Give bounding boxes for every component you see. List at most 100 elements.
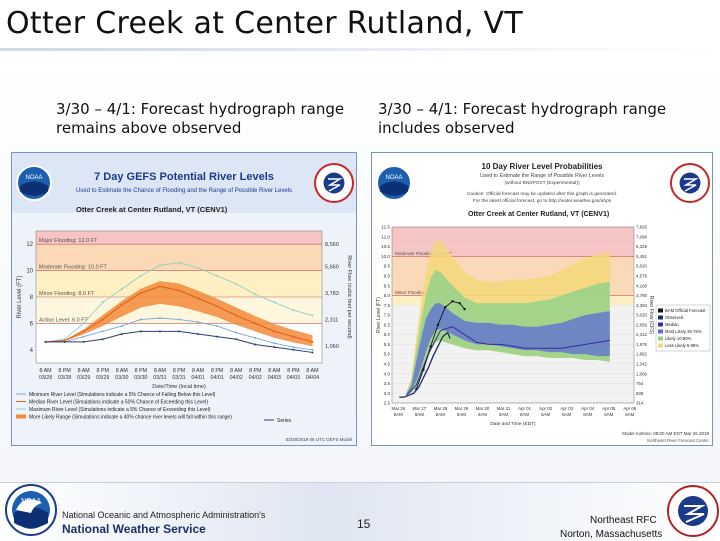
gefs-chart: NOAA 7 Day GEFS Potential River Levels Use… — [12, 153, 356, 442]
x-tick-label: 8 AM — [154, 368, 166, 374]
min-series-point — [235, 331, 238, 334]
x-tick-label: 8AM — [583, 412, 592, 417]
observed-series-point — [235, 338, 238, 341]
x-tick-label: 03/28 — [39, 375, 52, 381]
y2-tick-label: 1,060 — [325, 344, 339, 350]
x-tick-label: 04/02 — [249, 375, 262, 381]
x-tick-label: 04/01 — [191, 375, 204, 381]
y2-tick-label: 2,311 — [325, 317, 338, 323]
title-divider — [0, 48, 720, 51]
y2-tick-label: 1,066 — [636, 371, 648, 376]
y-axis-label: River Level (FT) — [17, 275, 23, 318]
flood-label: Action Level: 6.0 FT — [39, 317, 89, 323]
y2-tick-label: 314 — [636, 401, 644, 406]
observed-series-point — [44, 340, 47, 343]
x-tick-label: 8 PM — [287, 368, 299, 374]
median-series-point — [292, 335, 295, 338]
y2-tick-label: 3,394 — [636, 303, 648, 308]
y-tick-label: 9.0 — [384, 273, 391, 278]
max-series-point — [120, 288, 123, 291]
x-tick-label: 8AM — [562, 412, 571, 417]
y-tick-label: 6 — [30, 321, 34, 327]
min-series-point — [292, 346, 295, 349]
y-tick-label: 10.5 — [381, 244, 390, 249]
max-series-point — [273, 301, 276, 304]
y2-tick-label: 509 — [636, 391, 644, 396]
chart-note: (without BNSPOST (Experimental)) — [504, 180, 579, 186]
x-tick-label: 8AM — [478, 412, 487, 417]
legend-box — [655, 304, 711, 352]
x-tick-label: Mar 28 — [434, 406, 448, 411]
chart-footnote: 03/28/2019 06 UTC GEFS Model — [286, 437, 352, 442]
x-tick-label: 8 PM — [97, 368, 109, 374]
y2-tick-label: 3,020 — [636, 313, 648, 318]
legend-swatch — [658, 336, 663, 341]
x-axis-label: Date/Time (local time) — [152, 384, 206, 390]
max-series-point — [158, 264, 161, 267]
max-series-point — [197, 266, 200, 269]
observed-series-point — [158, 330, 161, 333]
legend-entry: Maximum River Level (Simulations indicat… — [29, 407, 211, 413]
min-series-point — [139, 318, 142, 321]
x-tick-label: 04/01 — [211, 375, 224, 381]
max-series-point — [139, 274, 142, 277]
min-series-point — [120, 325, 123, 328]
y-tick-label: 4.5 — [384, 361, 391, 366]
x-tick-label: 8 AM — [268, 368, 280, 374]
probability-chart: NOAA 10 Day River Level Probabilities Used… — [372, 153, 712, 445]
y2-axis-label: River Flow (cubic feet per second) — [346, 255, 352, 339]
chart-subtitle: Used to Estimate the Chance of Flooding … — [76, 188, 292, 194]
x-tick-label: 03/30 — [134, 375, 147, 381]
x-tick-label: 8 PM — [135, 368, 147, 374]
legend-swatch — [658, 308, 663, 313]
y2-tick-label: 3,783 — [325, 291, 339, 297]
legend-entry: Likely 10-90% — [665, 336, 692, 341]
y-tick-label: 4.0 — [384, 371, 391, 376]
y-tick-label: 2.5 — [384, 401, 391, 406]
y2-tick-label: 5,660 — [325, 265, 339, 271]
min-series-point — [82, 335, 85, 338]
x-tick-label: 8AM — [457, 412, 466, 417]
observed-series-point — [292, 348, 295, 351]
median-series-point — [82, 330, 85, 333]
y2-tick-label: 1,342 — [636, 361, 648, 366]
max-series-point — [311, 314, 314, 317]
max-series-point — [216, 274, 219, 277]
max-series-point — [82, 322, 85, 325]
flood-zone — [36, 231, 322, 245]
chart-title: 10 Day River Level Probabilities — [482, 162, 603, 171]
x-tick-label: 8 AM — [192, 368, 204, 374]
x-tick-label: 8AM — [415, 412, 424, 417]
legend-entry: Observed — [665, 315, 684, 320]
x-tick-label: 8AM — [499, 412, 508, 417]
chart-footnote: Northeast River Forecast Center — [647, 438, 709, 443]
official-forecast-point — [451, 300, 454, 303]
x-tick-label: 8AM — [604, 412, 613, 417]
y-tick-label: 11.0 — [381, 234, 390, 239]
nws-seal-bolt — [683, 178, 699, 192]
observed-series-point — [63, 340, 66, 343]
x-tick-label: 8AM — [520, 412, 529, 417]
flood-label: Moderate Flooding: 10.0 FT — [395, 251, 452, 256]
y2-tick-label: 1,979 — [636, 342, 648, 347]
chart-header — [12, 153, 356, 213]
y2-tick-label: 7,826 — [636, 225, 648, 230]
x-tick-label: Mar 27 — [413, 406, 427, 411]
x-tick-label: 04/02 — [230, 375, 243, 381]
min-series-point — [216, 325, 219, 328]
y-tick-label: 12 — [26, 242, 33, 248]
legend-swatch — [658, 343, 663, 348]
x-tick-label: Apr 01 — [518, 406, 531, 411]
y2-tick-label: 764 — [636, 381, 644, 386]
x-tick-label: 8AM — [541, 412, 550, 417]
x-tick-label: 8 AM — [78, 368, 90, 374]
x-tick-label: 03/30 — [115, 375, 128, 381]
observed-series-point — [178, 330, 180, 333]
official-forecast-point — [436, 323, 440, 326]
x-tick-label: 04/04 — [306, 375, 319, 381]
observed-series-point — [120, 332, 123, 335]
median-series-point — [178, 289, 180, 292]
min-series-point — [273, 342, 276, 345]
median-series-point — [235, 314, 238, 317]
y-tick-label: 7.0 — [384, 313, 391, 318]
